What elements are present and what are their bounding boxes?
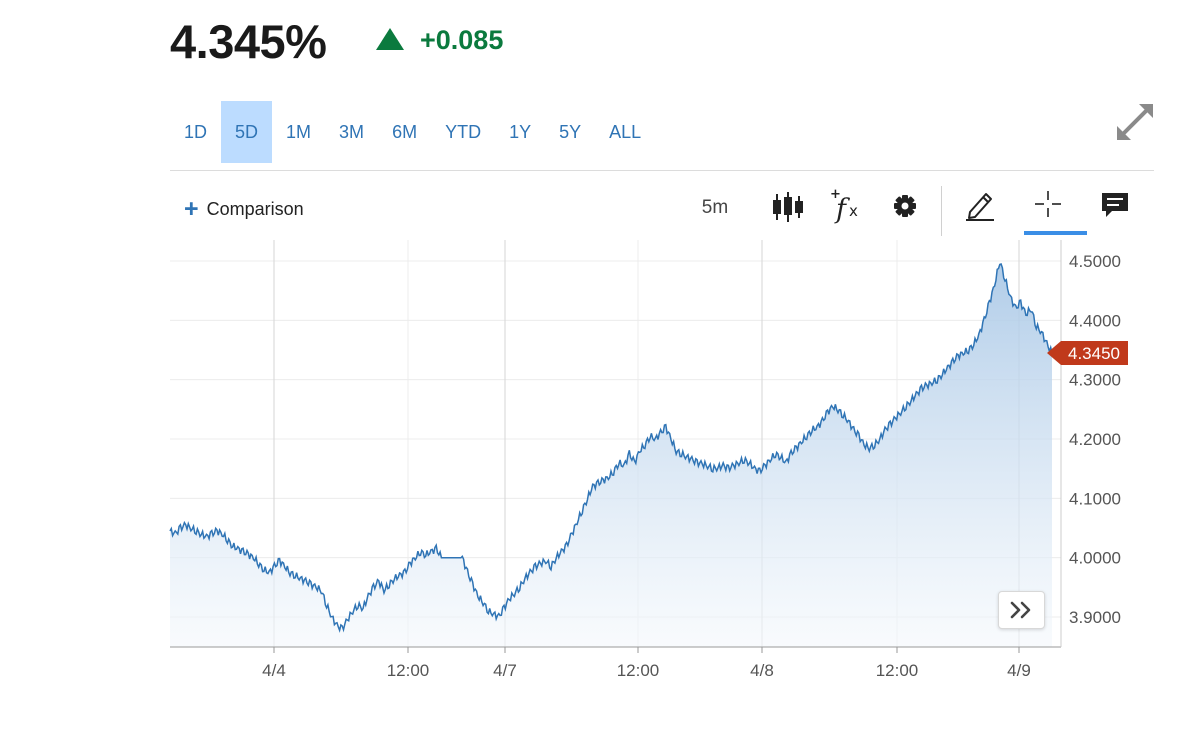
x-tick-label: 12:00 <box>387 661 430 680</box>
range-button-6m[interactable]: 6M <box>392 121 418 142</box>
current-value-label: 4.3450 <box>1068 344 1120 363</box>
y-tick-label: 4.1000 <box>1069 489 1121 508</box>
comment-icon[interactable] <box>1099 190 1131 220</box>
price-line <box>169 263 1053 633</box>
y-tick-label: 4.3000 <box>1069 371 1121 390</box>
crosshair-icon[interactable] <box>1032 188 1064 220</box>
comparison-button[interactable]: + Comparison <box>184 195 304 223</box>
range-button-1m[interactable]: 1M <box>286 121 312 142</box>
range-button-5d[interactable]: 5D <box>221 101 273 163</box>
toolbar-separator <box>941 186 942 236</box>
comparison-label: Comparison <box>206 198 304 219</box>
function-icon[interactable]: + f x <box>828 186 864 226</box>
svg-text:f: f <box>834 194 850 225</box>
active-tool-indicator <box>1024 231 1087 235</box>
x-axis-ticks: 4/4 12:00 4/7 12:00 4/8 12:00 4/9 <box>262 647 1031 680</box>
price-change: +0.085 <box>420 25 504 55</box>
gear-icon[interactable] <box>890 191 920 221</box>
svg-text:x: x <box>849 202 858 220</box>
range-button-1y[interactable]: 1Y <box>509 121 532 142</box>
y-tick-label: 3.9000 <box>1069 608 1121 627</box>
double-chevron-right-icon <box>1010 601 1030 619</box>
pencil-icon[interactable] <box>962 188 998 222</box>
x-tick-label: 4/7 <box>493 661 517 680</box>
y-tick-label: 4.2000 <box>1069 430 1121 449</box>
range-button-ytd[interactable]: YTD <box>445 121 482 142</box>
current-value-marker: 4.3450 <box>1047 340 1128 365</box>
scroll-to-latest-button[interactable] <box>998 591 1045 629</box>
range-button-all[interactable]: ALL <box>609 121 642 142</box>
y-tick-label: 4.5000 <box>1069 252 1121 271</box>
range-button-1d[interactable]: 1D <box>184 121 208 142</box>
x-tick-label: 12:00 <box>617 661 660 680</box>
y-tick-label: 4.4000 <box>1069 311 1121 330</box>
x-tick-label: 4/4 <box>262 661 286 680</box>
price-area <box>170 264 1052 647</box>
triangle-up-icon <box>376 28 404 50</box>
price-value: 4.345% <box>170 15 327 68</box>
x-tick-label: 4/9 <box>1007 661 1031 680</box>
x-tick-label: 12:00 <box>876 661 919 680</box>
interval-selector[interactable]: 5m <box>701 197 729 218</box>
y-axis-ticks: 4.5000 4.4000 4.3000 4.2000 4.1000 4.0000 3.90… <box>1069 252 1121 627</box>
range-button-3m[interactable]: 3M <box>339 121 365 142</box>
y-tick-label: 4.0000 <box>1069 549 1121 568</box>
range-button-5y[interactable]: 5Y <box>559 121 582 142</box>
expand-icon[interactable] <box>1113 100 1157 144</box>
toolbar-divider <box>170 170 1154 171</box>
candlestick-icon[interactable] <box>770 190 806 224</box>
x-tick-label: 4/8 <box>750 661 774 680</box>
plus-icon: + <box>184 195 199 223</box>
range-selector: 1D 5D 1M 3M 6M YTD 1Y 5Y ALL <box>170 101 655 163</box>
svg-text:+: + <box>830 187 841 202</box>
